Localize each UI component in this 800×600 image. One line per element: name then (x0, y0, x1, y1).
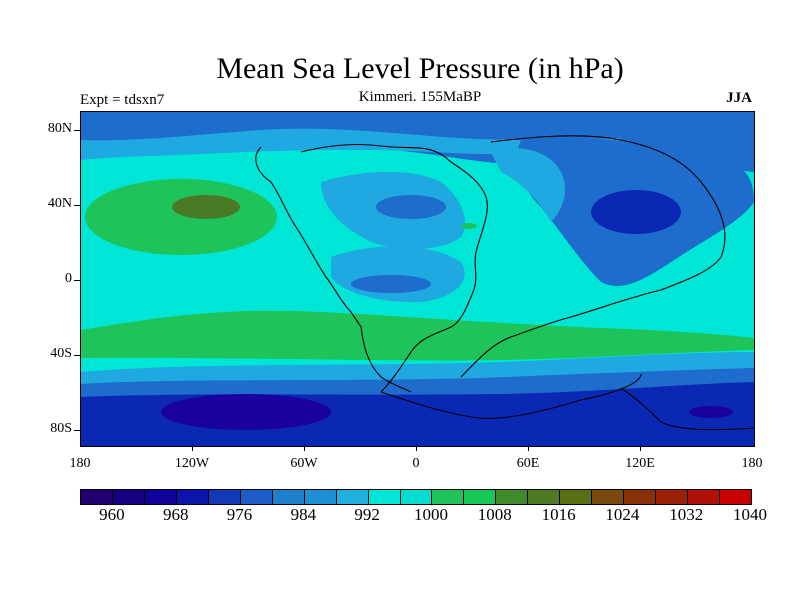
x-tick-label: 60E (516, 456, 540, 471)
y-tick (74, 355, 80, 356)
central-low-core (376, 195, 446, 219)
colorbar-label: 1040 (733, 505, 767, 524)
x-tick-label: 120W (174, 456, 210, 471)
colorbar-swatch (208, 490, 241, 504)
southern-high-belt (81, 310, 754, 361)
colorbar-swatch (496, 490, 529, 504)
colorbar-swatch (240, 490, 273, 504)
colorbar-label: 1016 (541, 505, 576, 524)
season-label: JJA (726, 90, 752, 106)
y-tick (74, 130, 80, 131)
pressure-map (80, 111, 755, 447)
colorbar (80, 489, 752, 505)
y-tick-label: 0 (65, 271, 72, 286)
colorbar-swatch (176, 490, 209, 504)
colorbar-swatch (272, 490, 305, 504)
colorbar-label: 960 (99, 505, 125, 524)
colorbar-swatch (688, 490, 721, 504)
x-tick (416, 445, 417, 451)
asian-low-core (591, 190, 681, 234)
x-tick-label: 180 (741, 456, 763, 471)
x-tick-label: 180 (69, 456, 91, 471)
eastern-coast (460, 135, 726, 378)
colorbar-label: 1008 (477, 505, 512, 524)
y-tick-label: 40N (47, 196, 72, 211)
colorbar-label: 1024 (605, 505, 640, 524)
x-tick-label: 120E (625, 456, 655, 471)
colorbar-swatch (720, 490, 752, 504)
x-tick (640, 445, 641, 451)
north-pacific-high (85, 179, 277, 255)
coastlines (255, 135, 754, 431)
colorbar-swatch (144, 490, 177, 504)
north-america-coast (255, 146, 412, 393)
north-pacific-high-core (172, 195, 240, 219)
colorbar-swatch (432, 490, 465, 504)
colorbar-swatch (560, 490, 593, 504)
colorbar-label: 1032 (669, 505, 704, 524)
colorbar-swatch (528, 490, 561, 504)
colorbar-swatch (400, 490, 433, 504)
colorbar-swatch (368, 490, 401, 504)
pressure-field (81, 112, 754, 446)
y-tick-label: 80N (47, 121, 72, 136)
southern-deep-low (161, 394, 331, 430)
colorbar-swatch (336, 490, 369, 504)
southern-deep-low-east (689, 406, 733, 418)
y-tick (74, 280, 80, 281)
colorbar-label: 984 (290, 505, 317, 524)
x-tick-label: 0 (412, 456, 420, 471)
colorbar-swatch (81, 490, 113, 504)
antarctic-coast (620, 387, 754, 431)
experiment-label: Expt = tdsxn7 (80, 92, 165, 108)
colorbar-label: 968 (162, 505, 189, 524)
colorbar-swatch (112, 490, 145, 504)
colorbar-swatch (304, 490, 337, 504)
colorbar-swatch (656, 490, 689, 504)
x-tick (192, 445, 193, 451)
northern-interior-coast (300, 144, 488, 393)
colorbar-swatch (592, 490, 625, 504)
colorbar-swatch (624, 490, 657, 504)
x-tick (528, 445, 529, 451)
colorbar-label: 1000 (413, 505, 448, 524)
asian-low-sub (491, 148, 566, 222)
tethys-low-core (351, 275, 431, 293)
map-title: Mean Sea Level Pressure (in hPa) (216, 52, 624, 85)
colorbar-label: 992 (354, 505, 380, 524)
colorbar-label: 976 (226, 505, 253, 524)
colorbar-swatch (464, 490, 497, 504)
small-high-cell (461, 223, 477, 229)
x-tick-label: 60W (290, 456, 318, 471)
period-label: Kimmeri. 155MaBP (358, 89, 482, 105)
y-tick (74, 205, 80, 206)
y-tick (74, 430, 80, 431)
y-tick-label: 80S (50, 421, 72, 436)
y-tick-label: 40S (50, 346, 72, 361)
x-tick (304, 445, 305, 451)
